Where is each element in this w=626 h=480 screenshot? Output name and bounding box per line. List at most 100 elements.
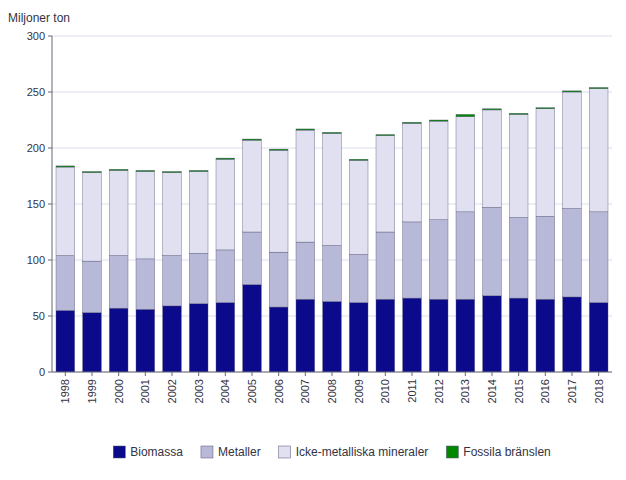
bar-segment: [403, 222, 422, 298]
bar-segment: [83, 313, 102, 372]
bar-segment: [243, 139, 262, 140]
bar-segment: [243, 285, 262, 372]
bar-segment: [323, 245, 342, 301]
y-tick-label: 150: [27, 198, 45, 210]
legend-swatch: [201, 446, 213, 458]
bar-segment: [323, 132, 342, 133]
bar-segment: [563, 91, 582, 92]
y-tick-label: 300: [27, 30, 45, 42]
y-axis-line: [52, 36, 53, 372]
x-tick: [385, 372, 386, 376]
x-tick: [438, 372, 439, 376]
x-tick: [225, 372, 226, 376]
bar-segment: [189, 304, 208, 372]
series: [56, 89, 608, 261]
y-tick: [48, 260, 52, 261]
bar-segment: [269, 150, 288, 252]
x-tick-label: 2012: [433, 379, 445, 403]
bar-segment: [376, 136, 395, 232]
bar-segment: [509, 114, 528, 217]
x-tick-label: 2002: [166, 379, 178, 403]
chart: 050100150200250300Miljoner ton1998199920…: [0, 0, 626, 480]
legend-swatch: [279, 446, 291, 458]
bar-segment: [109, 308, 128, 372]
bar-segment: [163, 306, 182, 372]
bar-segment: [536, 299, 555, 372]
y-tick: [48, 204, 52, 205]
bar-segment: [163, 256, 182, 306]
bar-segment: [216, 159, 235, 250]
bar-segment: [136, 170, 155, 171]
bar-segment: [456, 117, 475, 212]
bar-segment: [56, 310, 75, 372]
x-tick-label: 2014: [486, 379, 498, 403]
x-tick: [92, 372, 93, 376]
bar-segment: [589, 89, 608, 212]
bar-segment: [429, 299, 448, 372]
bar-segment: [563, 208, 582, 296]
bar-segment: [589, 212, 608, 303]
bar-segment: [136, 172, 155, 259]
bar-segment: [589, 88, 608, 89]
bars: [56, 88, 608, 372]
x-tick-label: 2001: [139, 379, 151, 403]
bar-segment: [536, 216, 555, 299]
grid-line: [52, 36, 612, 37]
x-tick-label: 2000: [113, 379, 125, 403]
bar-segment: [483, 296, 502, 372]
legend-item: Icke-metalliska mineraler: [279, 445, 429, 459]
y-tick-label: 50: [33, 310, 45, 322]
x-tick-label: 2004: [219, 379, 231, 403]
x-tick: [572, 372, 573, 376]
bar-segment: [589, 303, 608, 372]
bar-segment: [243, 140, 262, 232]
bar-segment: [536, 109, 555, 217]
bar-segment: [243, 232, 262, 285]
bar-segment: [536, 108, 555, 109]
bar-segment: [109, 170, 128, 255]
bar-segment: [296, 299, 315, 372]
bar-segment: [56, 166, 75, 167]
x-tick: [305, 372, 306, 376]
x-tick-label: 2010: [379, 379, 391, 403]
bar-segment: [56, 167, 75, 255]
x-tick: [145, 372, 146, 376]
x-tick: [172, 372, 173, 376]
bar-segment: [483, 109, 502, 110]
legend-label: Biomassa: [130, 445, 183, 459]
legend-item: Fossila bränslen: [446, 445, 550, 459]
y-tick: [48, 36, 52, 37]
x-tick-label: 2005: [246, 379, 258, 403]
grid: [52, 36, 612, 372]
bar-segment: [323, 301, 342, 372]
bar-segment: [456, 212, 475, 299]
bar-segment: [83, 172, 102, 173]
bar-segment: [456, 114, 475, 116]
bar-segment: [563, 92, 582, 208]
legend-item: Biomassa: [113, 445, 183, 459]
y-tick: [48, 148, 52, 149]
y-tick-label: 100: [27, 254, 45, 266]
bar-segment: [269, 149, 288, 150]
bar-segment: [456, 299, 475, 372]
bar-segment: [296, 130, 315, 242]
x-tick-label: 2018: [593, 379, 605, 403]
x-axis: 1998199920002001200220032004200520062007…: [59, 372, 604, 403]
legend-label: Icke-metalliska mineraler: [296, 445, 429, 459]
x-tick-label: 2017: [566, 379, 578, 403]
bar-segment: [349, 254, 368, 302]
y-tick: [48, 92, 52, 93]
x-tick: [518, 372, 519, 376]
legend-label: Metaller: [218, 445, 261, 459]
legend: Biomassa Metaller Icke-metalliska minerale…: [113, 445, 550, 459]
x-tick: [198, 372, 199, 376]
bar-segment: [429, 120, 448, 121]
x-tick-label: 2016: [539, 379, 551, 403]
x-tick-label: 2011: [406, 379, 418, 403]
bar-segment: [323, 133, 342, 245]
y-axis: 050100150200250300: [27, 30, 52, 378]
bar-segment: [296, 129, 315, 130]
bar-segment: [483, 207, 502, 295]
x-tick-label: 2008: [326, 379, 338, 403]
bar-segment: [109, 256, 128, 309]
